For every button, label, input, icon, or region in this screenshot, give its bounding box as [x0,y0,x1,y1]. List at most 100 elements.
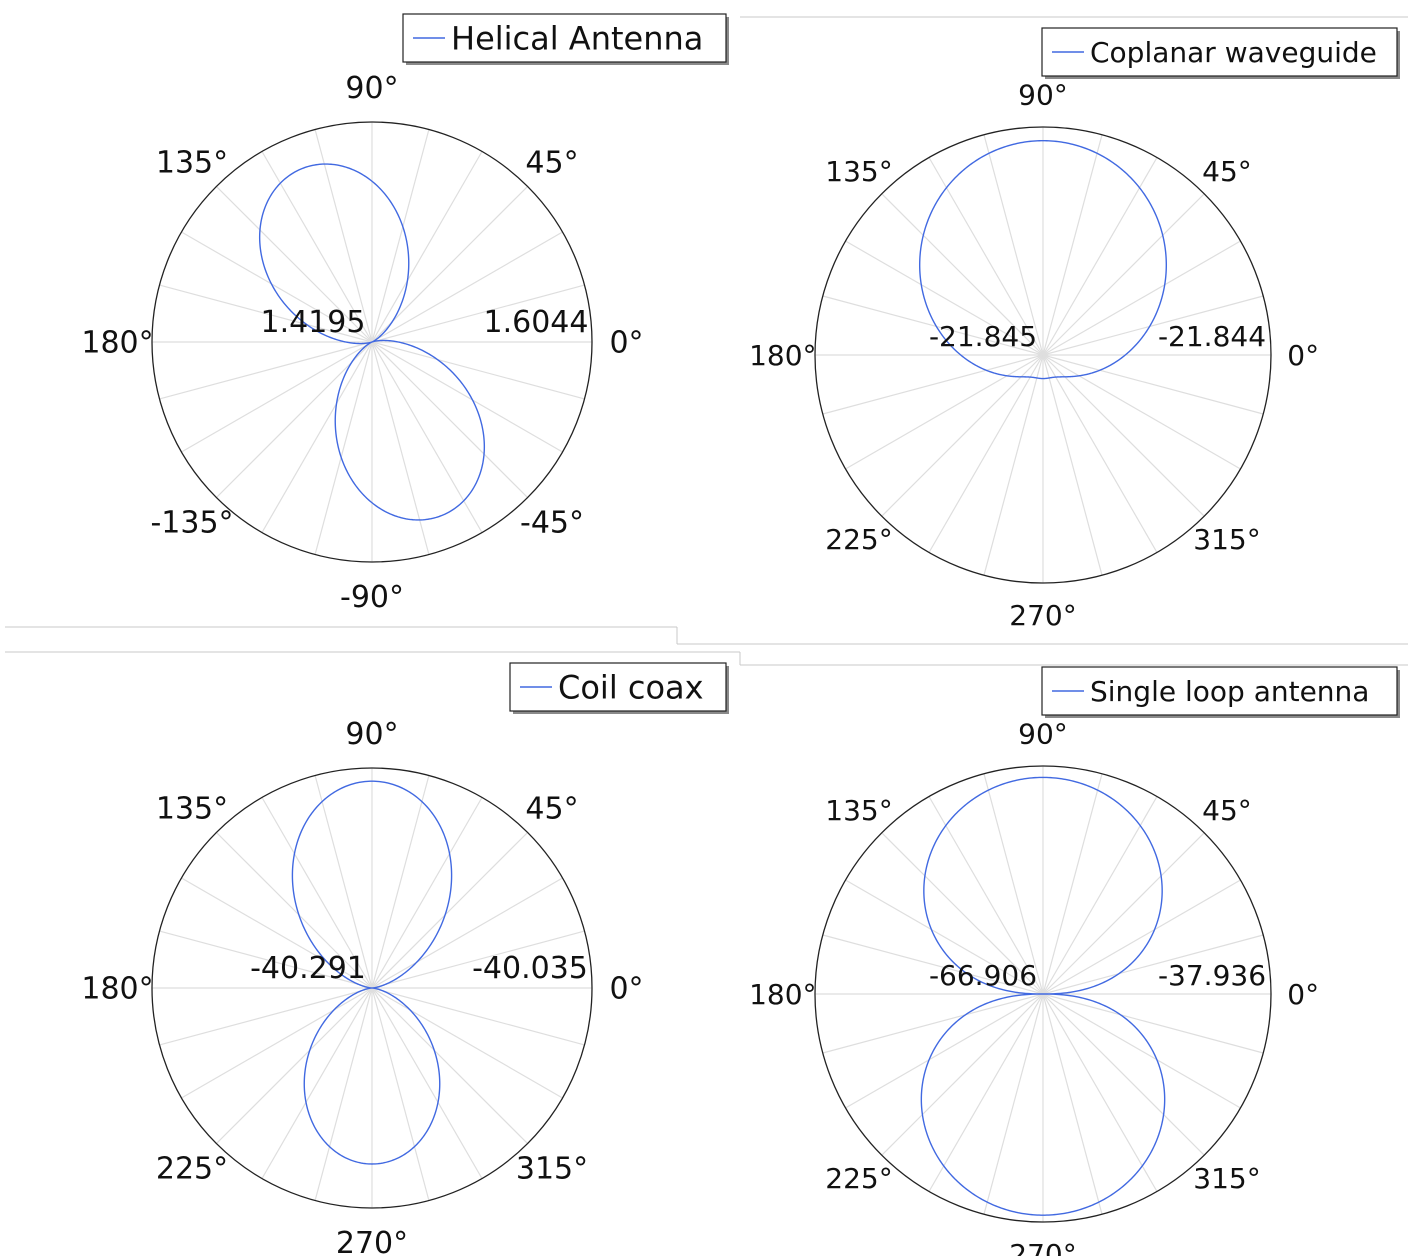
grid-spoke [159,284,373,343]
theta-tick-label: 135° [156,792,228,827]
polar-panel: 0° 45° 90° 135° 180° -135° -90° -45° 1.4195 1.604… [81,13,729,615]
grid-spoke [928,354,1044,553]
grid-spoke [371,185,529,343]
theta-tick-label: 90° [345,71,398,106]
pattern-line [258,163,486,521]
legend-box [1041,27,1398,77]
grid-spoke [1042,993,1158,1192]
grid-spoke [371,341,585,400]
grid-spoke [371,831,529,989]
grid-spoke [159,341,373,400]
polar-frame [151,767,593,1209]
grid-spoke [1042,879,1241,995]
grid-spoke [215,987,373,1145]
theta-tick-label: 180° [81,326,153,361]
grid-spoke [215,831,373,989]
radial-tick-label: -21.844 [1158,320,1266,353]
grid-spoke [371,930,585,989]
theta-tick-label: 90° [1018,79,1068,112]
legend-series-label: Coplanar waveguide [1090,36,1377,69]
grid-spoke [928,796,1044,995]
grid-spoke [1042,354,1264,415]
grid-spoke [928,993,1044,1192]
grid-spoke [371,987,529,1145]
legend-box [1041,666,1398,716]
grid-spoke [261,797,373,989]
grid-spoke [1042,354,1205,517]
polar-frame [151,121,593,563]
pattern-line [918,139,1168,380]
legend-series-label: Helical Antenna [451,20,703,58]
grid-spoke [822,993,1044,1054]
grid-spoke [881,832,1044,995]
grid-spoke [314,129,373,343]
grid-spoke [371,284,585,343]
theta-tick-label: 180° [749,339,816,372]
grid-spoke [371,987,585,1046]
grid-spoke [371,129,430,343]
theta-tick-label: 135° [825,155,892,188]
theta-tick-label: 90° [1018,718,1068,751]
theta-tick-label: 315° [516,1152,588,1187]
theta-tick-label: 45° [1202,794,1252,827]
grid-spoke [1042,993,1103,1215]
grid-spoke [215,341,373,499]
grid-spoke [371,231,563,343]
theta-tick-label: 180° [749,978,816,1011]
grid-spoke [1042,832,1205,995]
theta-tick-label: 225° [825,1162,892,1195]
legend: Single loop antenna [1041,666,1400,718]
grid-spoke [215,185,373,343]
radial-tick-label: 1.6044 [484,305,589,340]
grid-spoke [314,987,373,1201]
grid-spoke [261,341,373,533]
radial-tick-label: -37.936 [1158,959,1266,992]
theta-tick-label: 315° [1193,523,1260,556]
grid-spoke [181,231,373,343]
grid-spoke [181,341,373,453]
polar-frame [814,126,1272,584]
radial-tick-label: -40.035 [472,951,588,986]
grid-spoke [371,341,563,453]
grid-spoke [1042,354,1103,576]
theta-tick-label: 315° [1193,1162,1260,1195]
theta-tick-label: -135° [150,506,233,541]
radial-tick-label: -66.906 [929,959,1037,992]
grid-spoke [371,987,430,1201]
grid-spoke [1042,993,1241,1109]
grid-spoke [928,157,1044,356]
grid-spoke [371,341,529,499]
theta-tick-label: 90° [345,717,398,752]
theta-tick-label: -90° [340,580,404,615]
radial-tick-label: 1.4195 [261,305,366,340]
theta-tick-label: 225° [156,1152,228,1187]
grid-spoke [314,341,373,555]
grid-spoke [159,987,373,1046]
theta-tick-label: 135° [156,146,228,181]
theta-tick-label: 45° [1202,155,1252,188]
grid-spoke [822,934,1044,995]
grid-spoke [983,354,1044,576]
grid-spoke [822,354,1044,415]
grid-spoke [371,151,483,343]
legend-box [402,13,727,63]
grid-spoke [371,775,430,989]
grid-spoke [371,987,563,1099]
polar-frame [814,765,1272,1223]
theta-tick-label: 0° [1287,978,1319,1011]
theta-tick-label: 0° [609,972,643,1007]
theta-tick-label: 45° [525,146,578,181]
polar-panel: 0° 45° 90° 135° 180° 225° 270° 315° -40.291 -40.0… [81,662,729,1256]
legend: Coplanar waveguide [1041,27,1400,79]
theta-tick-label: 0° [1287,339,1319,372]
grid-spoke [1042,240,1241,356]
theta-tick-label: -45° [520,506,584,541]
grid-spoke [983,993,1044,1215]
grid-spoke [371,797,483,989]
grid-spoke [1042,354,1241,470]
grid-spoke [181,877,373,989]
grid-spoke [261,987,373,1179]
theta-tick-label: 0° [609,326,643,361]
grid-spoke [1042,993,1205,1156]
grid-spoke [371,877,563,989]
